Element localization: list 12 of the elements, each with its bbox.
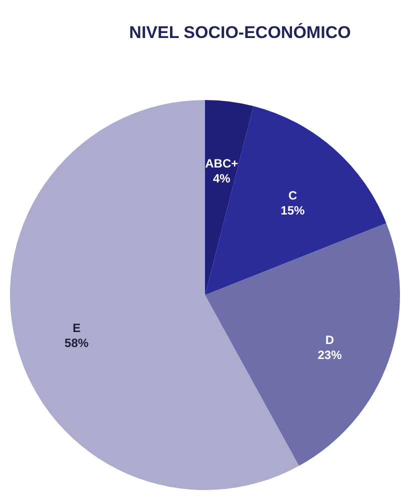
data-label: 15% xyxy=(280,204,306,218)
pie-slice xyxy=(205,100,254,295)
data-label: 58% xyxy=(64,336,89,350)
slice-label: ABC+ xyxy=(205,156,238,170)
data-label: 4% xyxy=(212,171,231,186)
slice-label: E xyxy=(72,320,81,335)
slice-label: C xyxy=(288,188,298,203)
pie-slice xyxy=(205,106,386,295)
data-label: 23% xyxy=(318,348,342,362)
pie-slice xyxy=(205,223,400,466)
slice-label: D xyxy=(325,332,334,347)
chart-title: NIVEL SOCIO-ECONÓMICO xyxy=(129,22,351,42)
